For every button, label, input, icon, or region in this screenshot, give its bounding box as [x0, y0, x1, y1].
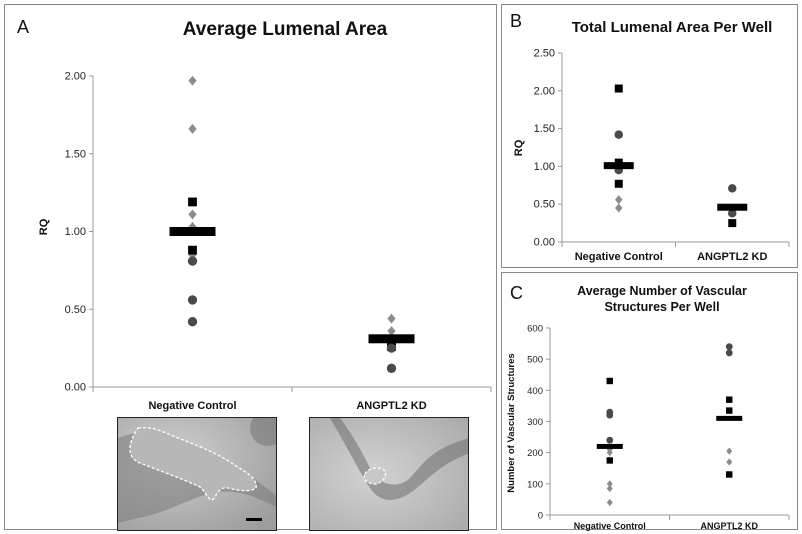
data-point-square	[606, 377, 613, 385]
micrograph-angptl2-kd-image	[310, 418, 468, 530]
data-point-circle	[725, 349, 733, 357]
chart-title: Average Lumenal Area	[182, 19, 388, 40]
mean-bar	[368, 334, 415, 344]
data-point-circle	[725, 343, 733, 351]
data-point-square	[726, 407, 733, 414]
panel-letter: B	[510, 11, 523, 31]
data-point-square	[614, 84, 623, 93]
data-point-circle	[386, 343, 397, 353]
data-point-diamond	[606, 498, 613, 507]
y-axis-label: Number of Vascular Structures	[506, 353, 517, 492]
chart-title: Average Number of Vascular Structures Pe…	[542, 283, 782, 315]
data-point-square	[188, 197, 197, 207]
data-point-diamond	[188, 209, 197, 220]
y-tick-label: 1.50	[534, 123, 555, 135]
y-tick-label: 1.00	[65, 226, 86, 238]
mean-bar	[603, 162, 634, 170]
data-point-circle	[187, 295, 198, 305]
data-point-diamond	[606, 484, 613, 493]
chart-title-line-2: Structures Per Well	[604, 300, 720, 314]
data-point-diamond	[387, 326, 396, 336]
data-point-circle	[614, 130, 623, 139]
data-point-diamond	[188, 123, 197, 134]
chart-c-plot: 0 100 200 300 400 500 600 Negative Control ANGPT…	[506, 324, 790, 531]
panel-letter: C	[510, 283, 523, 303]
y-tick-label: 0.50	[65, 304, 86, 316]
y-tick-label: 2.00	[65, 71, 86, 83]
y-tick-label: 2.50	[534, 48, 555, 60]
y-tick-label: 300	[527, 417, 543, 428]
y-tick-label: 200	[527, 448, 543, 459]
chart-b-plot: 0.00 0.50 1.00 1.50 2.00 2.50 Negative Control…	[513, 48, 790, 263]
panel-a: A Average Lumenal Area 0.00 0.50 1.00 1.50 2…	[4, 4, 497, 531]
data-point-square	[606, 457, 613, 464]
panel-c: C Average Number of Vascular Structures …	[501, 272, 798, 531]
chart-title: Total Lumenal Area Per Well	[571, 19, 773, 36]
data-point-diamond	[188, 75, 197, 86]
y-tick-label: 500	[527, 355, 543, 366]
data-point-diamond	[615, 203, 623, 213]
panel-letter: A	[17, 17, 30, 37]
x-category-label: Negative Control	[574, 521, 646, 531]
y-tick-label: 0.50	[534, 199, 555, 211]
x-category-label: Negative Control	[575, 251, 663, 263]
y-axis-label: RQ	[513, 139, 525, 156]
micrograph-angptl2-kd	[309, 417, 469, 531]
data-point-circle	[606, 411, 614, 419]
data-point-diamond	[726, 458, 733, 466]
data-point-square	[614, 179, 623, 188]
data-point-square	[726, 396, 733, 403]
micrograph-negative-control-image	[118, 418, 276, 530]
mean-bar	[716, 415, 743, 421]
panel-b: B Total Lumenal Area Per Well 0.00 0.50 1.…	[501, 4, 798, 268]
micrograph-negative-control	[117, 417, 277, 531]
data-point-square	[726, 471, 733, 478]
y-tick-label: 1.50	[65, 148, 86, 160]
data-point-circle	[187, 256, 198, 266]
y-tick-label: 400	[527, 386, 543, 397]
y-tick-label: 2.00	[534, 85, 555, 97]
data-point-circle	[187, 317, 198, 327]
y-tick-label: 0.00	[534, 237, 555, 249]
x-category-label: ANGPTL2 KD	[697, 251, 767, 263]
data-point-circle	[606, 436, 614, 444]
mean-bar	[169, 227, 216, 236]
mean-bar	[717, 203, 748, 211]
data-point-diamond	[387, 313, 396, 324]
y-tick-label: 0	[538, 511, 543, 522]
x-category-label: Negative Control	[148, 400, 236, 412]
chart-a-plot: 0.00 0.50 1.00 1.50 2.00 Negative Control ANGP…	[38, 71, 492, 412]
data-point-circle	[728, 184, 737, 193]
y-tick-label: 0.00	[65, 382, 86, 394]
data-point-circle	[386, 363, 397, 374]
data-point-circle	[728, 209, 737, 218]
y-tick-label: 1.00	[534, 161, 555, 173]
data-point-square	[728, 219, 737, 228]
y-tick-label: 600	[527, 324, 543, 335]
chart-title-line-1: Average Number of Vascular	[577, 284, 747, 298]
mean-bar	[596, 443, 623, 449]
y-axis-label: RQ	[38, 218, 50, 235]
x-category-label: ANGPTL2 KD	[700, 521, 758, 531]
data-point-diamond	[726, 447, 733, 455]
data-point-square	[188, 245, 197, 255]
x-category-label: ANGPTL2 KD	[356, 400, 426, 412]
y-tick-label: 100	[527, 479, 543, 490]
data-point-diamond	[615, 195, 623, 205]
